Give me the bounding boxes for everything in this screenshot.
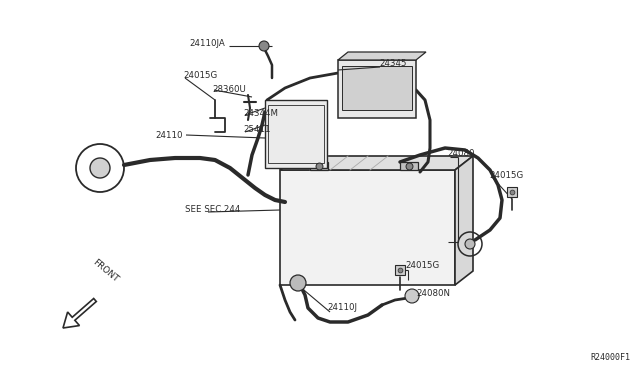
Polygon shape — [310, 162, 328, 170]
Polygon shape — [400, 162, 418, 170]
Text: 24110JA: 24110JA — [189, 39, 225, 48]
Text: 24080N: 24080N — [416, 289, 450, 298]
Polygon shape — [265, 100, 327, 168]
Text: 24015G: 24015G — [405, 262, 439, 270]
Circle shape — [259, 41, 269, 51]
Polygon shape — [338, 52, 426, 60]
Circle shape — [290, 275, 306, 291]
Circle shape — [90, 158, 110, 178]
Polygon shape — [455, 156, 473, 285]
Text: 24344M: 24344M — [243, 109, 278, 118]
Text: FRONT: FRONT — [90, 257, 120, 284]
Text: SEE SEC.244: SEE SEC.244 — [185, 205, 241, 215]
Text: 24110: 24110 — [155, 131, 182, 140]
Polygon shape — [280, 170, 455, 285]
Text: 24110J: 24110J — [327, 304, 357, 312]
Polygon shape — [338, 60, 416, 118]
Text: R24000F1: R24000F1 — [590, 353, 630, 362]
Text: 28360U: 28360U — [212, 84, 246, 93]
Text: 24080: 24080 — [447, 148, 474, 157]
FancyArrow shape — [63, 298, 96, 328]
Text: 25411: 25411 — [243, 125, 271, 135]
Circle shape — [465, 239, 475, 249]
Polygon shape — [280, 156, 473, 170]
Text: 24015G: 24015G — [183, 71, 217, 80]
Circle shape — [405, 289, 419, 303]
Text: 24345: 24345 — [379, 60, 406, 68]
Text: 24015G: 24015G — [489, 170, 524, 180]
Polygon shape — [342, 66, 412, 110]
